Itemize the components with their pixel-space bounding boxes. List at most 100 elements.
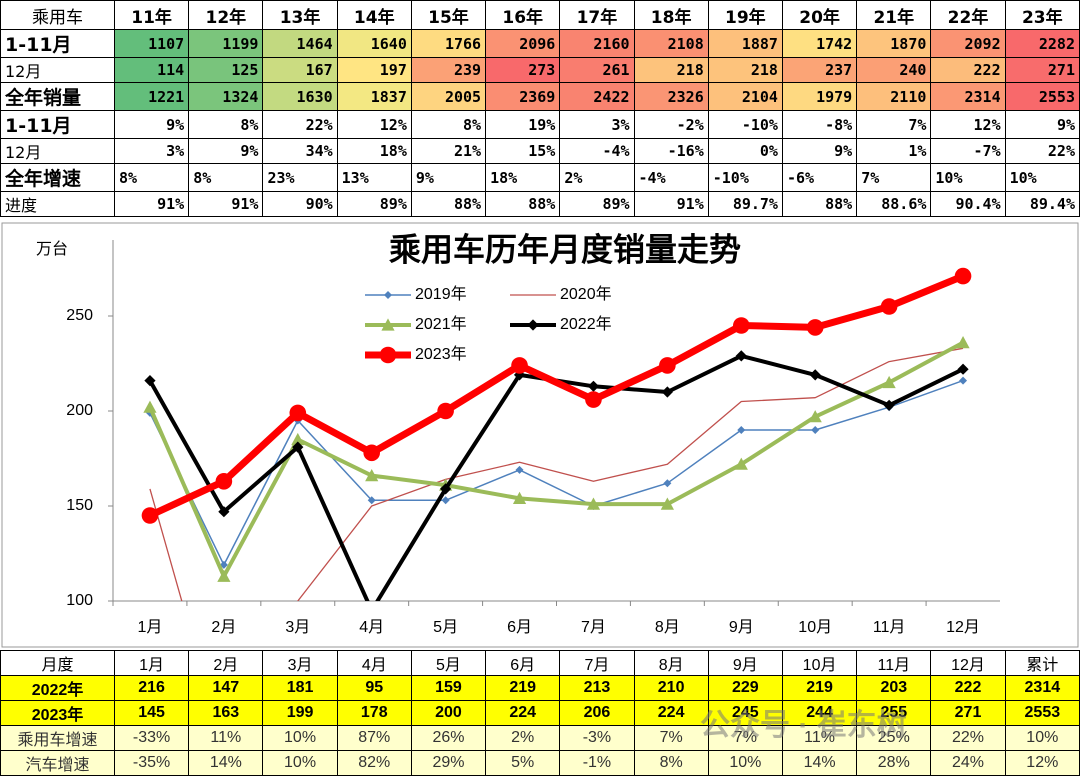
x-tick-label: 7月: [581, 619, 606, 636]
table-cell: -3%: [559, 725, 635, 751]
table-cell: 月度: [0, 650, 115, 676]
x-tick-label: 8月: [655, 619, 680, 636]
point: [806, 319, 824, 336]
table-cell: 8%: [188, 110, 264, 139]
table-cell: 229: [707, 675, 783, 701]
table-cell: 200: [410, 700, 487, 726]
table-cell: 2326: [633, 82, 709, 111]
chart-title: 乘用车历年月度销量走势: [389, 231, 741, 267]
table-cell: 88%: [781, 191, 858, 217]
table-cell: 汽车增速: [0, 750, 115, 776]
table-cell: 89%: [336, 191, 412, 217]
series-line: [149, 379, 964, 566]
table-cell: 12%: [336, 110, 412, 139]
table-cell: 11年: [113, 0, 190, 30]
x-tick-label: 4月: [359, 619, 384, 636]
table-cell: 245: [707, 700, 783, 726]
table-cell: 11%: [781, 725, 858, 751]
table-cell: 1837: [336, 82, 412, 111]
point: [880, 298, 898, 315]
table-cell: 2314: [1004, 675, 1080, 701]
point: [954, 267, 972, 285]
table-cell: 125: [188, 57, 264, 83]
table-cell: 14%: [781, 750, 858, 776]
point: [141, 507, 159, 524]
table-cell: 2%: [559, 163, 635, 192]
table-cell: 28%: [856, 750, 932, 776]
table-cell: 12%: [930, 110, 1006, 139]
table-cell: 1%: [856, 138, 932, 164]
series-line: [148, 272, 965, 519]
legend-marker: [379, 346, 397, 364]
table-cell: 1199: [188, 29, 264, 58]
table-cell: 22%: [930, 725, 1006, 751]
table-cell: 87%: [336, 725, 412, 751]
point: [883, 399, 895, 411]
series-line: [148, 340, 964, 579]
point: [882, 375, 896, 389]
x-tick-label: 12月: [946, 619, 980, 636]
legend-label: 2023年: [415, 345, 467, 363]
table-cell: 14%: [188, 750, 264, 776]
table-cell: 197: [336, 57, 412, 83]
point: [217, 569, 231, 582]
table-cell: 1月: [113, 650, 190, 676]
x-tick-label: 5月: [433, 619, 458, 636]
table-cell: 12月: [0, 138, 115, 164]
table-cell: -4%: [633, 163, 709, 192]
y-axis-label: 万台: [36, 240, 68, 258]
table-cell: 203: [856, 675, 932, 701]
legend-marker: [527, 319, 539, 331]
watermark: 公众号 · 崔东树: [700, 709, 907, 742]
table-cell: -2%: [633, 110, 709, 139]
table-cell: 1742: [781, 29, 858, 58]
table-cell: 1-11月: [0, 110, 115, 139]
table-cell: 255: [856, 700, 932, 726]
table-cell: 271: [1004, 57, 1080, 83]
table-cell: 2553: [1004, 700, 1080, 726]
data-row: 进度 91% 91% 90% 89% 88% 88% 89% 91% 89.7% 88% 88.6% 9…: [0, 191, 1080, 217]
point: [585, 391, 602, 408]
x-tick-label: 9月: [729, 619, 754, 636]
table-cell: 12年: [188, 0, 264, 30]
table-cell: 8%: [113, 163, 190, 192]
table-cell: -1%: [559, 750, 635, 776]
table-cell: 1870: [856, 29, 932, 58]
table-cell: 1630: [262, 82, 338, 111]
table-cell: 7%: [707, 725, 783, 751]
table-cell: 2005: [410, 82, 487, 111]
table-cell: 9%: [188, 138, 264, 164]
point: [511, 357, 528, 374]
point: [660, 497, 674, 510]
legend-label: 2021年: [415, 315, 467, 333]
table-cell: 206: [559, 700, 635, 726]
table-cell: 7%: [856, 110, 932, 139]
table-cell: 2369: [485, 82, 561, 111]
table-cell: 29%: [410, 750, 487, 776]
data-row: 汽车增速 -35% 14% 10% 82% 29% 5% -1% 8% 10% 14% 28% 24% 1…: [0, 750, 1080, 776]
x-tick-label: 2月: [211, 619, 236, 636]
point: [218, 506, 230, 518]
table-cell: 8%: [410, 110, 487, 139]
table-cell: 199: [262, 700, 338, 726]
table-cell: 0%: [707, 138, 783, 164]
table-cell: 2023年: [0, 700, 115, 726]
table-cell: 210: [633, 675, 709, 701]
x-tick-label: 10月: [798, 619, 832, 636]
table-cell: 5月: [410, 650, 487, 676]
table-cell: 219: [781, 675, 858, 701]
table-cell: 2096: [485, 29, 561, 58]
table-cell: 1221: [113, 82, 190, 111]
table-cell: 7月: [559, 650, 635, 676]
table-cell: 19年: [707, 0, 783, 30]
point: [587, 380, 600, 392]
table-cell: 218: [633, 57, 709, 83]
point: [586, 497, 601, 510]
table-cell: 21年: [856, 0, 932, 30]
table-cell: 16年: [485, 0, 561, 30]
table-cell: 累计: [1004, 650, 1080, 676]
table-cell: 222: [930, 675, 1006, 701]
point: [808, 410, 822, 423]
legend-label: 2020年: [560, 285, 612, 303]
